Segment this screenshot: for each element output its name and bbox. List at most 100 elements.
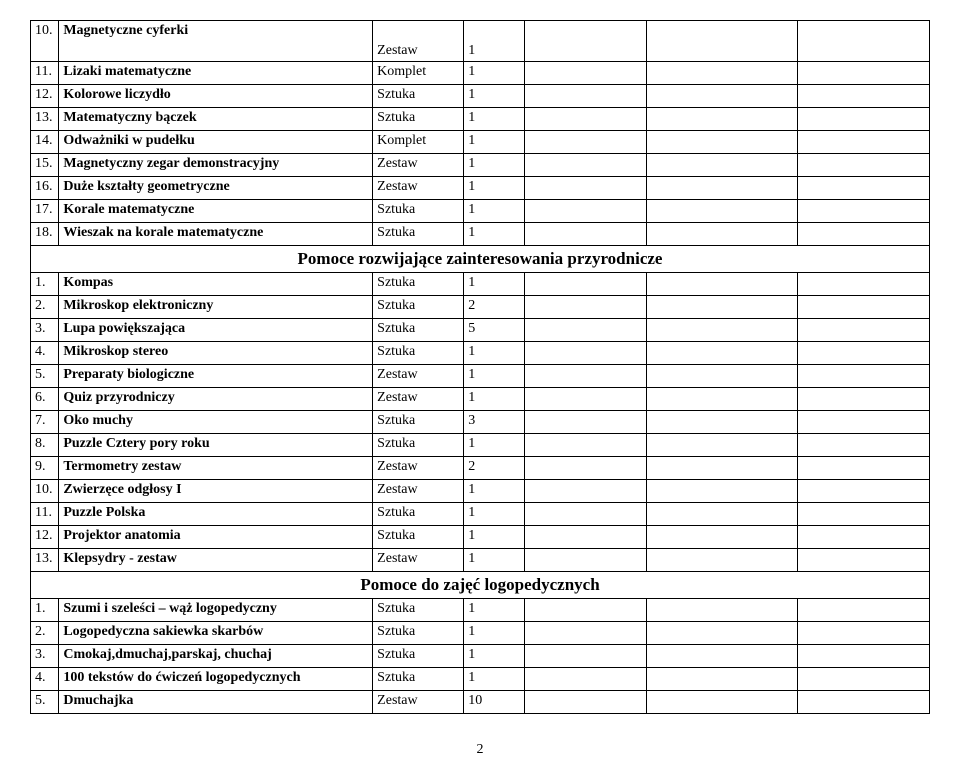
row-number: 4. [31,668,59,691]
row-empty [646,223,798,246]
row-empty [798,480,930,503]
row-qty: 10 [464,691,525,714]
row-empty [525,177,646,200]
row-number: 2. [31,296,59,319]
row-qty: 1 [464,85,525,108]
row-number: 2. [31,622,59,645]
table-row: 8.Puzzle Cztery pory rokuSztuka1 [31,434,930,457]
row-empty [646,21,798,62]
table-row: 15.Magnetyczny zegar demonstracyjnyZesta… [31,154,930,177]
row-empty [646,85,798,108]
row-number: 14. [31,131,59,154]
row-empty [525,434,646,457]
row-name: Mikroskop elektroniczny [59,296,373,319]
items-table: 10.Magnetyczne cyferkiZestaw111.Lizaki m… [30,20,930,714]
row-empty [525,154,646,177]
row-empty [646,62,798,85]
table-row: 11.Lizaki matematyczneKomplet1 [31,62,930,85]
page-number: 2 [30,742,930,758]
row-empty [646,691,798,714]
row-empty [798,223,930,246]
row-empty [646,388,798,411]
row-empty [798,365,930,388]
row-name: Wieszak na korale matematyczne [59,223,373,246]
row-empty [525,599,646,622]
row-empty [798,668,930,691]
table-row: 10.Zwierzęce odgłosy IZestaw1 [31,480,930,503]
row-empty [646,480,798,503]
table-row: 10.Magnetyczne cyferkiZestaw1 [31,21,930,62]
row-qty: 1 [464,223,525,246]
row-number: 7. [31,411,59,434]
section-header: Pomoce do zajęć logopedycznych [31,572,930,599]
row-number: 18. [31,223,59,246]
row-empty [646,622,798,645]
row-empty [798,154,930,177]
row-empty [646,457,798,480]
row-empty [525,622,646,645]
row-name: Szumi i szeleści – wąż logopedyczny [59,599,373,622]
row-empty [525,365,646,388]
row-name: Puzzle Polska [59,503,373,526]
row-unit: Sztuka [373,273,464,296]
row-name: Cmokaj,dmuchaj,parskaj, chuchaj [59,645,373,668]
row-empty [525,200,646,223]
row-empty [646,296,798,319]
row-name: Projektor anatomia [59,526,373,549]
row-unit: Sztuka [373,342,464,365]
row-qty: 1 [464,131,525,154]
table-row: 5.Preparaty biologiczneZestaw1 [31,365,930,388]
row-unit: Zestaw [373,21,464,62]
row-empty [798,85,930,108]
table-row: 3.Cmokaj,dmuchaj,parskaj, chuchajSztuka1 [31,645,930,668]
row-empty [798,273,930,296]
row-number: 10. [31,480,59,503]
row-name: Puzzle Cztery pory roku [59,434,373,457]
row-number: 17. [31,200,59,223]
row-name: Odważniki w pudełku [59,131,373,154]
row-unit: Zestaw [373,177,464,200]
row-unit: Sztuka [373,296,464,319]
row-empty [798,457,930,480]
row-name: Kolorowe liczydło [59,85,373,108]
row-qty: 2 [464,457,525,480]
table-row: 5.DmuchajkaZestaw10 [31,691,930,714]
row-empty [525,526,646,549]
row-empty [646,154,798,177]
row-qty: 1 [464,200,525,223]
row-empty [646,342,798,365]
table-row: 17.Korale matematyczneSztuka1 [31,200,930,223]
row-empty [798,388,930,411]
table-row: 2.Mikroskop elektronicznySztuka2 [31,296,930,319]
row-empty [798,691,930,714]
row-unit: Sztuka [373,319,464,342]
row-name: Magnetyczny zegar demonstracyjny [59,154,373,177]
row-unit: Zestaw [373,480,464,503]
row-empty [525,480,646,503]
table-row: 13.Matematyczny bączekSztuka1 [31,108,930,131]
row-unit: Sztuka [373,503,464,526]
row-empty [646,411,798,434]
row-name: Magnetyczne cyferki [59,21,373,62]
table-row: 4.Mikroskop stereoSztuka1 [31,342,930,365]
row-empty [646,668,798,691]
row-unit: Sztuka [373,645,464,668]
row-empty [646,599,798,622]
row-empty [525,85,646,108]
row-number: 11. [31,62,59,85]
row-empty [798,434,930,457]
table-row: 4.100 tekstów do ćwiczeń logopedycznychS… [31,668,930,691]
row-empty [646,365,798,388]
row-unit: Sztuka [373,599,464,622]
table-row: 12.Kolorowe liczydłoSztuka1 [31,85,930,108]
row-unit: Sztuka [373,622,464,645]
table-row: 14.Odważniki w pudełkuKomplet1 [31,131,930,154]
row-number: 9. [31,457,59,480]
section-header-row: Pomoce rozwijające zainteresowania przyr… [31,246,930,273]
table-row: 1.KompasSztuka1 [31,273,930,296]
row-empty [798,319,930,342]
row-unit: Sztuka [373,223,464,246]
row-name: Lupa powiększająca [59,319,373,342]
row-number: 3. [31,645,59,668]
row-number: 4. [31,342,59,365]
